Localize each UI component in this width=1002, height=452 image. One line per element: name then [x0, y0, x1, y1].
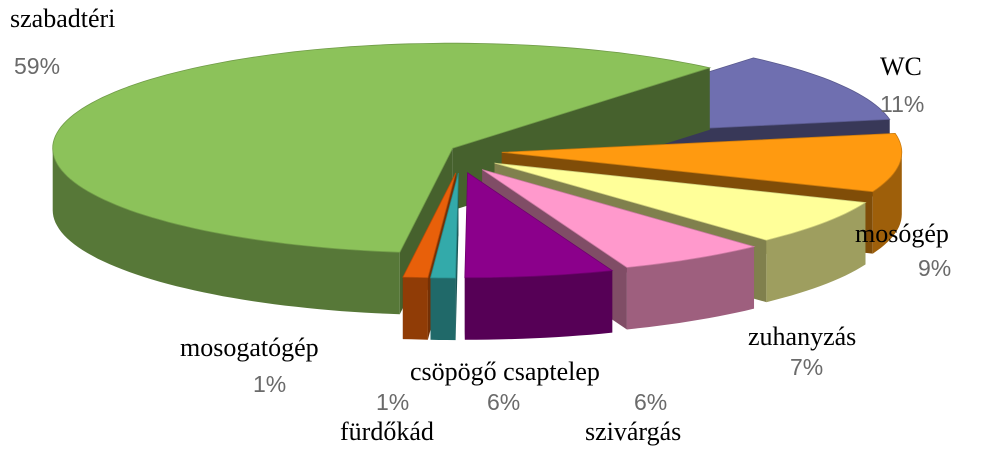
category-label: zuhanyzás: [748, 322, 856, 351]
value-label: 59%: [14, 53, 60, 79]
value-label: 9%: [918, 255, 951, 281]
category-label: mosogatógép: [180, 333, 319, 362]
value-label: 7%: [790, 354, 823, 380]
slice-top: [501, 132, 903, 193]
category-label: WC: [880, 52, 922, 81]
category-label: szabadtéri: [10, 4, 115, 33]
slice-wall: [464, 270, 613, 340]
slice-wall: [52, 148, 400, 315]
slice-top: [494, 162, 867, 241]
slice: [429, 172, 459, 341]
slice-top: [52, 42, 712, 253]
value-label: 1%: [376, 389, 409, 415]
category-label: csöpögő csaptelep: [410, 357, 600, 386]
value-label: 6%: [487, 389, 520, 415]
slice-wall: [626, 246, 754, 330]
slice-top: [402, 172, 457, 279]
slice: [464, 171, 614, 340]
category-label: mosógép: [855, 219, 949, 248]
slice-wall: [872, 152, 902, 254]
value-label: 6%: [634, 389, 667, 415]
category-label: szivárgás: [585, 417, 681, 446]
value-label: 11%: [880, 91, 924, 117]
slice-wall: [766, 202, 866, 303]
value-label: 1%: [253, 371, 286, 397]
slice-wall: [430, 277, 456, 341]
category-label: fürdőkád: [340, 417, 434, 446]
slice-top: [482, 169, 756, 268]
slice-top: [429, 172, 459, 279]
slice-wall: [402, 277, 428, 340]
slice-top: [464, 171, 614, 279]
